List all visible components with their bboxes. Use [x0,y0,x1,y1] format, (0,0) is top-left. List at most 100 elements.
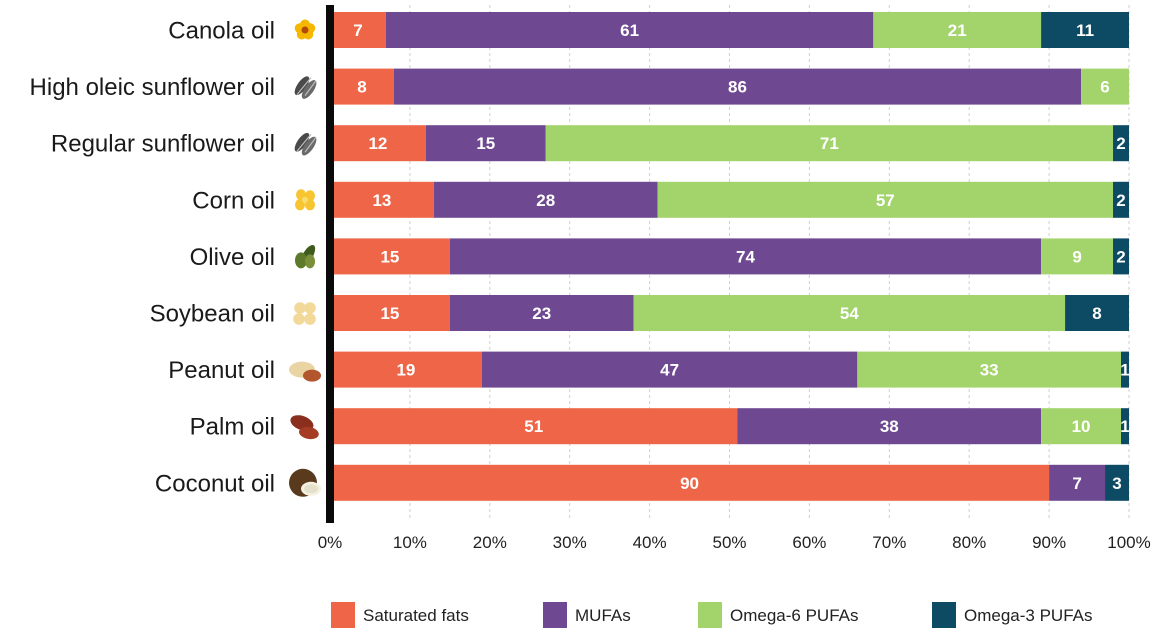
bar-segment [330,295,450,331]
data-label: 9 [1072,247,1081,266]
data-label: 28 [536,191,555,210]
bar-segment [330,464,1050,501]
data-label: 15 [380,304,399,323]
palm-fruit-icon [290,415,319,440]
data-label: 2 [1116,191,1125,210]
x-tick-label: 50% [712,533,746,552]
bar-segment [330,351,482,388]
bar-segment [1121,408,1129,445]
data-label: 38 [880,417,899,436]
data-label: 71 [820,134,839,153]
data-label: 2 [1116,134,1125,153]
legend-label: Saturated fats [363,606,469,625]
category-label: Canola oil [168,18,275,45]
bar-segment [1041,408,1122,445]
canola-flower-icon [294,19,316,40]
data-label: 11 [1076,21,1094,40]
soybean-icon [293,302,316,325]
bar-segment [330,12,386,48]
bar-segment [1081,68,1129,105]
bar-segment [1065,295,1129,331]
x-tick-label: 60% [792,533,826,552]
category-label: Coconut oil [155,470,275,497]
legend-item: Omega-6 PUFAs [698,602,859,628]
x-tick-label: 30% [553,533,587,552]
x-tick-label: 80% [952,533,986,552]
bar-segment [1041,12,1129,48]
bar-segment [545,125,1114,162]
bar-segment [1041,238,1114,275]
corn-kernel-icon [295,189,315,211]
data-label: 57 [876,191,895,210]
bar-segment [1113,238,1129,275]
data-label: 13 [372,191,391,210]
category-label: Soybean oil [150,301,275,328]
category-label: Corn oil [192,187,275,214]
data-label: 1 [1120,361,1129,380]
category-label: Peanut oil [168,357,275,384]
data-label: 12 [368,134,387,153]
category-label: High oleic sunflower oil [30,74,275,101]
bar-segment [433,181,658,218]
bar-segment [633,295,1066,331]
data-label: 54 [840,304,859,323]
legend-swatch [698,602,722,628]
x-tick-label: 10% [393,533,427,552]
peanut-icon [289,361,321,382]
bar-segment [1049,464,1106,501]
data-label: 3 [1112,474,1121,493]
bar-segment [1113,181,1129,218]
data-label: 90 [680,474,699,493]
data-label: 86 [728,78,747,97]
bar-segment [330,181,434,218]
data-label: 8 [1092,304,1101,323]
data-label: 23 [532,304,551,323]
bar-segment [1121,351,1129,388]
data-label: 6 [1100,78,1109,97]
x-axis: 0% 10% 20% 30% 40% 50% 60% 70% 80% 90% 100% [318,5,1151,552]
legend-item: MUFAs [543,602,631,628]
bar-segment [449,238,1042,275]
legend-label: Omega-6 PUFAs [730,606,859,625]
y-axis-line [326,5,334,523]
data-label: 7 [353,21,362,40]
category-icons [289,19,321,497]
sunflower-seed-icon [294,76,317,99]
x-tick-label: 20% [473,533,507,552]
data-label: 21 [948,21,967,40]
bar-segment [330,68,394,105]
bar-segment [425,125,546,162]
x-tick-label: 0% [318,533,343,552]
data-label: 15 [380,247,399,266]
category-labels: Canola oil High oleic sunflower oil Regula… [30,18,275,498]
sunflower-seed-icon [294,132,317,156]
bar-segment [1105,464,1129,501]
x-tick-label: 100% [1107,533,1150,552]
data-label: 33 [980,361,999,380]
bars: 7 61 21 118 86 612 15 71 213 28 57 215 74 9 215 23 54 819… [330,12,1130,501]
legend-swatch [932,602,956,628]
legend-label: Omega-3 PUFAs [964,606,1093,625]
data-label: 61 [620,21,639,40]
data-label: 10 [1072,417,1091,436]
bar-segment [330,125,426,162]
data-label: 1 [1120,417,1129,436]
bar-segment [1113,125,1129,162]
coconut-icon [289,468,321,497]
data-label: 7 [1072,474,1081,493]
data-label: 2 [1116,247,1125,266]
bar-segment [657,181,1114,218]
data-label: 8 [357,78,366,97]
data-label: 74 [736,247,755,266]
x-tick-label: 90% [1032,533,1066,552]
olive-icon [295,244,316,269]
bar-segment [330,408,738,445]
data-label: 47 [660,361,679,380]
bar-segment [385,12,874,48]
legend: Saturated fats MUFAs Omega-6 PUFAs Omega-3 … [331,602,1093,628]
bar-segment [330,238,450,275]
category-label: Regular sunflower oil [51,131,275,158]
legend-item: Omega-3 PUFAs [932,602,1093,628]
data-label: 51 [524,417,543,436]
